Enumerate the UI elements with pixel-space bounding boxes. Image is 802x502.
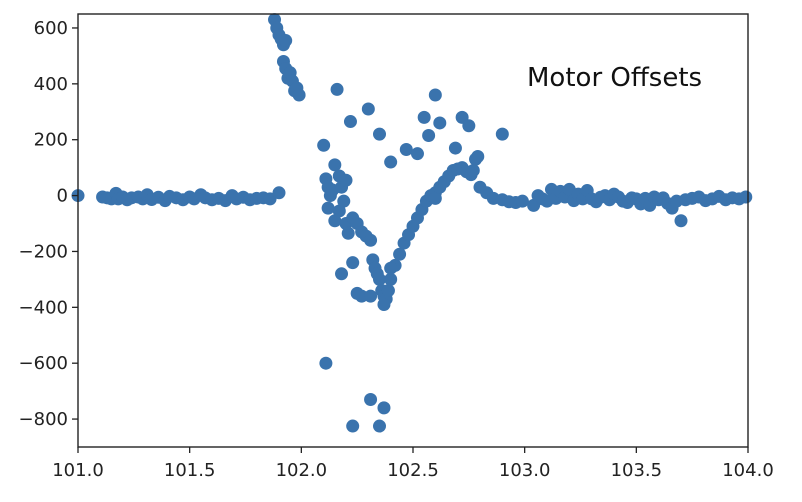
- data-point: [346, 419, 360, 433]
- data-point: [319, 356, 333, 370]
- y-tick-label: −800: [19, 409, 68, 430]
- y-tick-label: 0: [57, 186, 68, 207]
- text-layer: 101.0 101.5 102.0 102.5 103.0 103.5 104.0 600 40…: [19, 18, 774, 481]
- data-point: [328, 158, 342, 172]
- y-tick-label: 400: [34, 74, 68, 95]
- data-point: [279, 34, 293, 48]
- data-point: [343, 115, 357, 129]
- x-tick-label: 102.5: [387, 460, 439, 481]
- data-point: [335, 267, 349, 281]
- data-point: [515, 194, 529, 208]
- data-point: [337, 194, 351, 208]
- data-point: [377, 401, 391, 415]
- data-point: [674, 214, 688, 228]
- y-tick-label: 600: [34, 18, 68, 39]
- x-tick-label: 104.0: [722, 460, 774, 481]
- y-tick-label: −600: [19, 353, 68, 374]
- data-point: [739, 190, 753, 204]
- x-tick-label: 103.5: [611, 460, 663, 481]
- data-point: [373, 272, 386, 286]
- x-tick-label: 103.0: [499, 460, 551, 481]
- y-tick-label: −400: [19, 297, 68, 318]
- data-point: [321, 201, 335, 215]
- data-point: [339, 173, 353, 187]
- data-point: [332, 204, 346, 218]
- data-point: [330, 82, 344, 96]
- axis-layer: [72, 13, 749, 453]
- data-point: [355, 289, 369, 303]
- data-point: [410, 147, 424, 161]
- data-point: [527, 198, 541, 212]
- data-point: [448, 141, 462, 155]
- chart-annotation: Motor Offsets: [527, 63, 702, 93]
- data-point: [317, 138, 331, 152]
- data-point: [384, 155, 398, 169]
- data-point: [428, 191, 442, 205]
- data-point: [422, 129, 436, 143]
- data-point: [384, 261, 398, 275]
- data-point: [428, 88, 442, 102]
- data-point: [495, 127, 509, 141]
- data-point: [377, 298, 391, 312]
- data-point: [373, 419, 386, 433]
- data-point: [462, 119, 476, 133]
- data-point: [346, 256, 360, 270]
- data-point: [384, 272, 398, 286]
- x-tick-label: 101.5: [164, 460, 216, 481]
- data-point: [292, 88, 306, 102]
- data-point: [361, 102, 375, 116]
- x-tick-label: 102.0: [276, 460, 328, 481]
- data-point: [364, 233, 378, 247]
- data-point: [433, 116, 447, 130]
- y-tick-label: 200: [34, 130, 68, 151]
- data-point: [364, 289, 378, 303]
- data-point: [341, 226, 355, 240]
- points-layer: [71, 13, 753, 433]
- data-point: [417, 110, 431, 124]
- data-point: [466, 163, 480, 177]
- data-point: [381, 284, 395, 298]
- x-tick-label: 101.0: [52, 460, 104, 481]
- data-point: [272, 186, 286, 200]
- data-point: [328, 214, 342, 228]
- data-point: [471, 149, 485, 163]
- data-point: [393, 247, 407, 261]
- data-point: [364, 393, 378, 407]
- data-point: [399, 142, 413, 156]
- data-point: [373, 127, 386, 141]
- y-tick-label: −200: [19, 241, 68, 262]
